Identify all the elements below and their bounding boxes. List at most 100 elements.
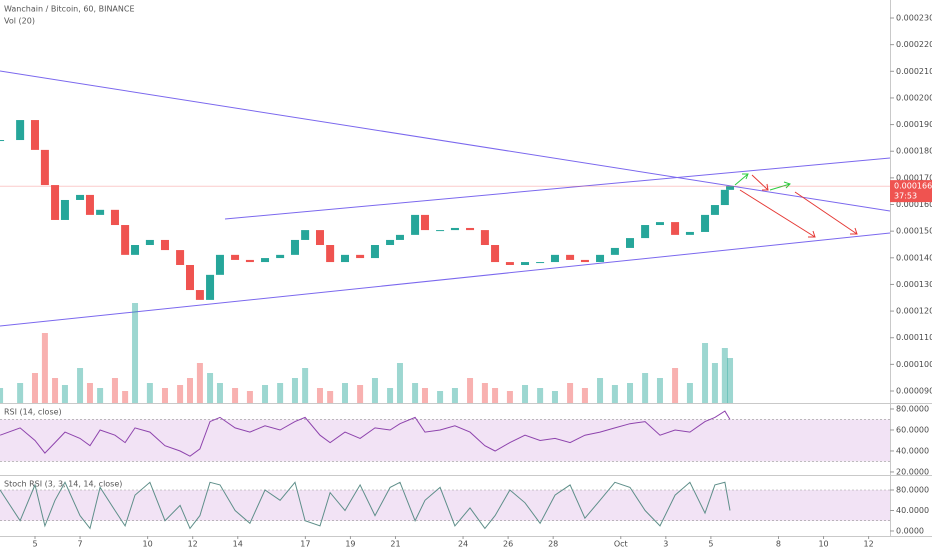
candle: [185, 264, 194, 291]
candle: [245, 259, 254, 263]
candle: [176, 250, 185, 265]
candle: [550, 254, 559, 263]
candle: [685, 231, 694, 235]
volume-bar: [642, 373, 649, 403]
last-price-label: 0.0001669: [894, 182, 932, 191]
x-tick-label: 5: [708, 540, 713, 549]
candle: [121, 225, 130, 255]
candle: [85, 194, 94, 215]
candle: [40, 149, 49, 186]
candle: [596, 254, 605, 263]
candle: [411, 214, 420, 235]
y-tick-label: 80.0000: [896, 486, 929, 495]
volume-bar: [567, 383, 574, 403]
candle: [231, 254, 240, 260]
candle: [701, 214, 710, 232]
volume-bar: [122, 391, 129, 403]
candle: [626, 238, 635, 248]
candle: [160, 239, 169, 251]
volume-bar: [396, 363, 403, 403]
x-tick-label: 17: [300, 540, 310, 549]
volume-bar: [387, 388, 394, 403]
candle: [145, 239, 154, 246]
x-tick-label: Oct: [614, 540, 628, 549]
y-tick-label: 40.0000: [896, 446, 929, 455]
volume-bar: [437, 391, 444, 403]
volume-bar: [481, 383, 488, 403]
candle: [641, 225, 650, 239]
volume-bar: [412, 383, 419, 403]
volume-bar: [467, 378, 474, 403]
volume-bar: [421, 388, 428, 403]
volume-bar: [522, 385, 529, 403]
candle: [0, 140, 5, 142]
volume-bar: [721, 348, 728, 403]
y-tick-label: 80.0000: [896, 404, 929, 413]
volume-bar: [702, 343, 709, 403]
volume-bar: [327, 391, 334, 403]
rsi-band: [0, 419, 890, 462]
chart-title: Wanchain / Bitcoin, 60, BINANCE: [4, 5, 135, 14]
x-tick-label: 7: [78, 540, 83, 549]
volume-bar: [551, 391, 558, 403]
x-tick-label: 3: [663, 540, 668, 549]
x-tick-label: 10: [143, 540, 153, 549]
candle: [315, 230, 324, 246]
rsi-line: [0, 410, 731, 457]
volume-bar: [97, 388, 104, 403]
volume-bar: [77, 368, 84, 403]
candle: [96, 209, 105, 215]
volume-bar: [207, 373, 214, 403]
candle: [76, 194, 85, 200]
rsi-title: RSI (14, close): [4, 408, 62, 417]
volume-bar: [262, 385, 269, 403]
x-tick-label: 19: [345, 540, 355, 549]
candle: [51, 185, 60, 220]
volume-bar: [506, 391, 513, 403]
candle: [436, 230, 445, 232]
volume-bar: [371, 378, 378, 403]
volume-bar: [656, 378, 663, 403]
candle: [301, 230, 310, 240]
volume-bar: [17, 383, 24, 403]
candle: [566, 254, 575, 260]
x-tick-label: 12: [188, 540, 198, 549]
candle: [521, 262, 530, 265]
volume-title: Vol (20): [4, 17, 35, 26]
volume-bar: [537, 388, 544, 403]
volume-bar: [727, 358, 734, 403]
volume-bar: [186, 378, 193, 403]
candle: [710, 205, 719, 215]
x-tick-label: 14: [233, 540, 243, 549]
candle: [370, 245, 379, 259]
volume-bar: [111, 378, 118, 403]
stoch-band: [0, 490, 890, 521]
x-tick-label: 5: [32, 540, 37, 549]
candle: [450, 227, 459, 231]
candle: [610, 247, 619, 255]
volume-bar: [86, 383, 93, 403]
volume-bar: [581, 388, 588, 403]
x-tick-label: 28: [548, 540, 558, 549]
candle: [261, 258, 270, 263]
volume-bar: [627, 383, 634, 403]
candle: [276, 254, 285, 259]
candle: [671, 222, 680, 235]
candle: [60, 199, 69, 220]
volume-bar: [31, 373, 38, 403]
stoch-title: Stoch RSI (3, 3, 14, 14, close): [4, 480, 122, 489]
volume-bar: [232, 388, 239, 403]
volume-bar: [0, 388, 4, 403]
stoch-line: [0, 481, 731, 530]
